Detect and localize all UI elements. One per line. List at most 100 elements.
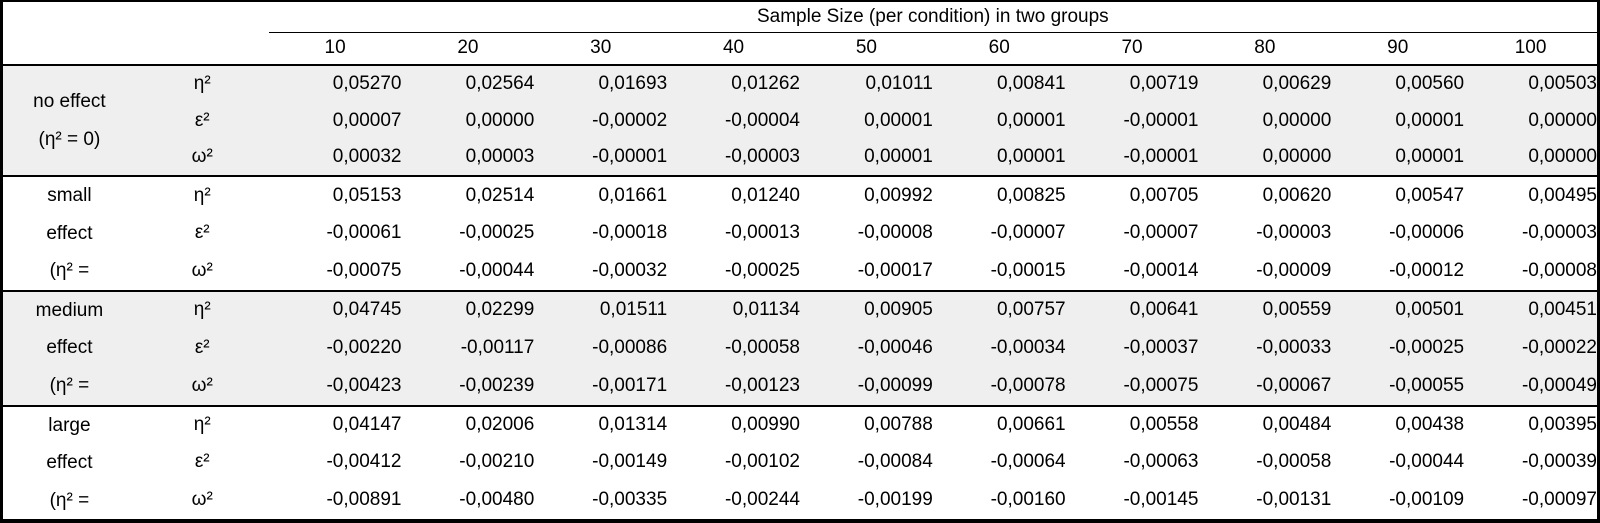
value-cell-medium-effect-omega2-n70: -0,00075 <box>1065 367 1199 407</box>
value-cell-medium-effect-epsilon2-n90: -0,00025 <box>1331 329 1465 368</box>
value-cell-small-effect-eta2-n100: 0,00495 <box>1528 184 1597 206</box>
value-cell-medium-effect-epsilon2-n70: -0,00037 <box>1065 329 1199 368</box>
estimator-symbol-omega2: ω² <box>135 139 269 177</box>
table-row-large-effect-omega2: ω² -0,00891 -0,00480 -0,00335 -0,00244 -0,001… <box>3 481 1597 519</box>
value-cell-large-effect-epsilon2-n100: -0,00039 <box>1521 451 1597 473</box>
group-label-medium-effect: medium effect (η² = <box>3 290 136 407</box>
value-cell-small-effect-eta2-n40: 0,01240 <box>731 184 800 206</box>
value-cell-medium-effect-epsilon2-n30: -0,00086 <box>534 329 668 368</box>
value-cell-no-effect-eta2-n100: 0,00503 <box>1464 65 1597 102</box>
column-header-20: 20 <box>401 32 535 66</box>
estimator-symbol-epsilon2: ε² <box>135 329 269 368</box>
group-label-line: no effect <box>33 90 106 112</box>
value-cell-large-effect-omega2-n30: -0,00335 <box>592 489 668 511</box>
value-cell-large-effect-eta2-n10: 0,04147 <box>332 414 402 436</box>
header-row-spacer <box>3 32 269 66</box>
value-cell-large-effect-omega2-n90: -0,00109 <box>1389 489 1465 511</box>
estimator-symbol-epsilon2: ε² <box>194 222 210 244</box>
estimator-symbol-eta2: η² <box>193 414 211 436</box>
value-cell-large-effect-eta2-n60: 0,00661 <box>996 414 1066 436</box>
value-cell-small-effect-eta2-n50: 0,00992 <box>864 184 933 206</box>
value-cell-large-effect-eta2-n100: 0,00395 <box>1528 414 1597 436</box>
value-cell-large-effect-epsilon2-n70: -0,00063 <box>1123 451 1199 473</box>
value-cell-medium-effect-eta2-n50: 0,00905 <box>799 290 933 330</box>
value-cell-large-effect-eta2-n80: 0,00484 <box>1262 414 1332 436</box>
value-cell-small-effect-omega2-n20: -0,00044 <box>401 252 535 292</box>
estimator-symbol-epsilon2: ε² <box>135 102 269 139</box>
column-header-100: 100 <box>1464 32 1597 66</box>
value-cell-large-effect-epsilon2-n10: -0,00412 <box>326 451 402 473</box>
value-cell-medium-effect-eta2-n80: 0,00559 <box>1198 290 1332 330</box>
value-cell-no-effect-eta2-n70: 0,00719 <box>1065 65 1199 102</box>
value-cell-no-effect-epsilon2-n80: 0,00000 <box>1198 102 1332 139</box>
column-header-50: 50 <box>799 32 933 66</box>
group-label-line: effect <box>46 452 93 474</box>
column-header-row: 10 20 30 40 50 60 70 80 90 100 <box>3 32 1597 66</box>
table-row-small-effect-eta2: small effect (η² = η² 0,05153 0,02514 0,01661 0… <box>3 176 1597 292</box>
value-cell-no-effect-omega2-n40: -0,00003 <box>667 139 800 177</box>
value-cell-medium-effect-omega2-n60: -0,00078 <box>932 367 1066 407</box>
value-cell-large-effect-omega2-n50: -0,00199 <box>857 489 933 511</box>
value-cell-large-effect-epsilon2-n50: -0,00084 <box>857 451 933 473</box>
estimator-symbol-omega2: ω² <box>191 489 213 511</box>
value-cell-small-effect-eta2-n20: 0,02514 <box>465 184 535 206</box>
title-row-spacer <box>3 2 269 32</box>
value-cell-no-effect-epsilon2-n10: 0,00007 <box>268 102 402 139</box>
value-cell-no-effect-eta2-n30: 0,01693 <box>534 65 668 102</box>
value-cell-small-effect-omega2-n90: -0,00012 <box>1331 252 1465 292</box>
value-cell-small-effect-omega2-n50: -0,00017 <box>799 252 933 292</box>
table-row-medium-effect-eta2: medium effect (η² = η² 0,04745 0,02299 0,01511… <box>3 290 1597 407</box>
value-cell-large-effect-eta2-n30: 0,01314 <box>598 414 668 436</box>
group-label-line: effect <box>46 337 93 359</box>
value-cell-small-effect-epsilon2-n40: -0,00013 <box>724 222 800 244</box>
table-row-no-effect-epsilon2: ε² 0,00007 0,00000 -0,00002 -0,00004 0,00001 0… <box>3 102 1597 139</box>
value-cell-small-effect-epsilon2-n20: -0,00025 <box>459 222 535 244</box>
group-label-line: (η² = 0) <box>38 128 101 150</box>
table-row-medium-effect-epsilon2: ε² -0,00220 -0,00117 -0,00086 -0,00058 -0,000… <box>3 329 1597 368</box>
value-cell-small-effect-epsilon2-n80: -0,00003 <box>1256 222 1332 244</box>
column-header-80: 80 <box>1198 32 1332 66</box>
value-cell-no-effect-epsilon2-n20: 0,00000 <box>401 102 535 139</box>
value-cell-no-effect-epsilon2-n70: -0,00001 <box>1065 102 1199 139</box>
column-header-60: 60 <box>932 32 1066 66</box>
value-cell-medium-effect-eta2-n60: 0,00757 <box>932 290 1066 330</box>
column-header-10: 10 <box>268 32 402 66</box>
value-cell-no-effect-eta2-n50: 0,01011 <box>799 65 933 102</box>
effect-size-bias-table: Sample Size (per condition) in two group… <box>3 2 1597 519</box>
value-cell-small-effect-omega2-n40: -0,00025 <box>667 252 800 292</box>
value-cell-large-effect-omega2-n60: -0,00160 <box>990 489 1066 511</box>
value-cell-no-effect-omega2-n20: 0,00003 <box>401 139 535 177</box>
value-cell-large-effect-epsilon2-n40: -0,00102 <box>724 451 800 473</box>
value-cell-no-effect-omega2-n10: 0,00032 <box>268 139 402 177</box>
value-cell-medium-effect-epsilon2-n40: -0,00058 <box>667 329 800 368</box>
value-cell-small-effect-omega2-n100: -0,00008 <box>1464 252 1597 292</box>
value-cell-no-effect-epsilon2-n90: 0,00001 <box>1331 102 1465 139</box>
value-cell-small-effect-omega2-n30: -0,00032 <box>534 252 668 292</box>
table-title: Sample Size (per condition) in two group… <box>268 2 1597 33</box>
estimator-symbol-omega2: ω² <box>135 367 269 407</box>
table-row-no-effect-omega2: ω² 0,00032 0,00003 -0,00001 -0,00003 0,00001 0… <box>3 139 1597 177</box>
value-cell-large-effect-epsilon2-n60: -0,00064 <box>990 451 1066 473</box>
value-cell-small-effect-eta2-n10: 0,05153 <box>332 184 402 206</box>
value-cell-no-effect-omega2-n80: 0,00000 <box>1198 139 1332 177</box>
value-cell-medium-effect-eta2-n30: 0,01511 <box>534 290 668 330</box>
table-row-small-effect-epsilon2: ε² -0,00061 -0,00025 -0,00018 -0,00013 -0,000… <box>3 214 1597 252</box>
group-label-line: medium <box>35 299 104 321</box>
value-cell-no-effect-omega2-n30: -0,00001 <box>534 139 668 177</box>
group-label-no-effect: no effect (η² = 0) <box>3 65 136 177</box>
value-cell-no-effect-eta2-n60: 0,00841 <box>932 65 1066 102</box>
column-header-40: 40 <box>667 32 800 66</box>
value-cell-no-effect-eta2-n10: 0,05270 <box>268 65 402 102</box>
value-cell-no-effect-omega2-n90: 0,00001 <box>1331 139 1465 177</box>
value-cell-medium-effect-epsilon2-n10: -0,00220 <box>268 329 402 368</box>
table-row-medium-effect-omega2: ω² -0,00423 -0,00239 -0,00171 -0,00123 -0,000… <box>3 367 1597 407</box>
value-cell-large-effect-epsilon2-n80: -0,00058 <box>1256 451 1332 473</box>
value-cell-large-effect-omega2-n10: -0,00891 <box>326 489 402 511</box>
value-cell-small-effect-omega2-n70: -0,00014 <box>1065 252 1199 292</box>
group-label-line: large <box>48 414 91 436</box>
estimator-symbol-eta2: η² <box>193 184 211 206</box>
group-label-large-effect: large effect (η² = <box>3 406 136 520</box>
value-cell-large-effect-omega2-n20: -0,00480 <box>459 489 535 511</box>
value-cell-large-effect-omega2-n70: -0,00145 <box>1123 489 1199 511</box>
value-cell-medium-effect-eta2-n100: 0,00451 <box>1464 290 1597 330</box>
